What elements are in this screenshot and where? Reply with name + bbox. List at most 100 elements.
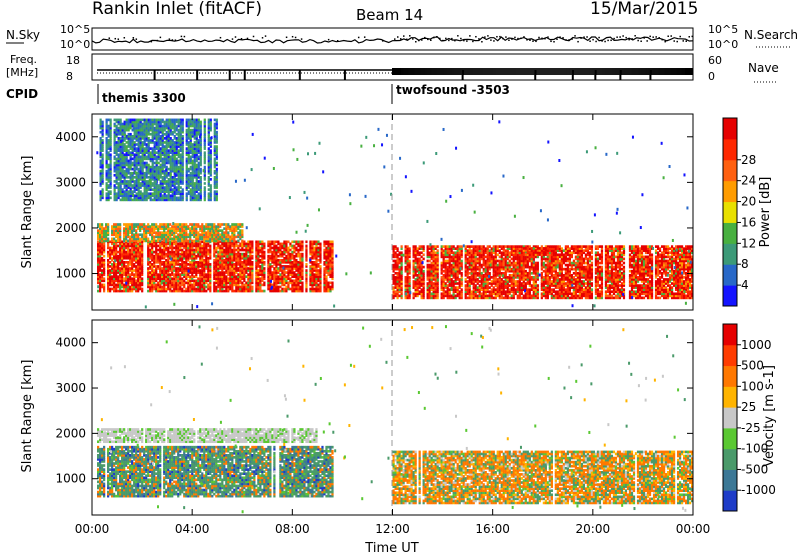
range-cell [239,275,242,279]
range-cell [161,151,164,155]
range-cell [189,281,192,285]
range-cell [157,128,160,132]
range-cell [179,287,182,291]
range-cell [317,252,320,256]
range-cell [187,124,190,128]
range-cell [135,283,138,287]
range-cell [159,118,162,122]
range-cell [197,239,200,243]
range-cell [249,256,252,260]
range-cell [101,244,104,248]
range-cell [207,279,210,283]
range-cell [175,161,178,165]
range-cell [293,250,296,254]
range-cell [141,175,144,179]
nave-tick-high: 60 [708,54,722,67]
range-cell [181,175,184,179]
range-cell [175,143,178,146]
range-cell [117,126,120,130]
range-cell [291,244,294,248]
range-cell [105,163,108,167]
range-cell [109,248,112,252]
range-cell [107,242,110,246]
range-cell [203,279,206,283]
range-cell [181,281,184,285]
range-cell [297,244,300,248]
range-cell [135,130,138,134]
range-cell [191,159,194,163]
range-cell [185,165,188,169]
range-cell [153,120,156,124]
range-cell [157,254,160,258]
range-cell [199,273,202,276]
range-cell [293,261,296,264]
range-cell [179,231,182,235]
range-cell [113,132,116,136]
range-cell [137,184,140,187]
range-cell [161,184,164,187]
range-cell [215,250,218,254]
range-cell [255,246,258,250]
range-cell [243,277,246,281]
range-cell [187,273,190,276]
range-cell [257,244,260,248]
range-cell [113,237,116,241]
range-cell [139,225,142,228]
range-cell [161,279,164,283]
range-cell [107,233,110,237]
range-cell [133,242,136,246]
range-cell [163,233,166,237]
range-cell [191,120,194,124]
range-cell [145,194,148,198]
range-cell [177,180,180,183]
range-cell [183,269,186,272]
range-cell [129,281,132,285]
range-cell [167,149,170,152]
range-cell [139,186,142,189]
range-cell [117,171,120,175]
range-cell [137,173,140,177]
range-cell [191,149,194,152]
range-cell [149,132,152,136]
range-cell [107,163,110,167]
range-cell [127,227,130,230]
range-cell [101,265,104,268]
range-cell [231,235,234,239]
range-cell [135,122,138,126]
range-cell [291,261,294,264]
range-cell [263,281,266,285]
range-cell [173,178,176,181]
range-cell [155,155,158,159]
range-cell [103,235,106,239]
range-cell [121,180,124,183]
range-cell [107,258,110,262]
range-cell [177,252,180,256]
range-cell [107,227,110,230]
range-cell [151,285,154,289]
range-cell [191,265,194,268]
range-cell [315,283,318,287]
range-cell [149,147,152,150]
range-cell [99,252,102,256]
range-cell [131,239,134,243]
range-cell [305,256,308,260]
range-cell [169,118,172,122]
range-cell [179,163,182,167]
range-cell [315,248,318,252]
range-cell [123,283,126,287]
range-cell [157,239,160,243]
range-cell [167,235,170,239]
range-cell [105,153,108,157]
range-cell [161,196,164,200]
range-cell [287,250,290,254]
range-cell [297,248,300,252]
range-cell [163,231,166,235]
range-cell [149,169,152,173]
range-cell [113,263,116,266]
range-cell [261,279,264,283]
range-cell [109,256,112,260]
range-cell [261,269,264,272]
range-cell [123,139,126,142]
range-cell [239,289,242,293]
range-cell [133,143,136,146]
